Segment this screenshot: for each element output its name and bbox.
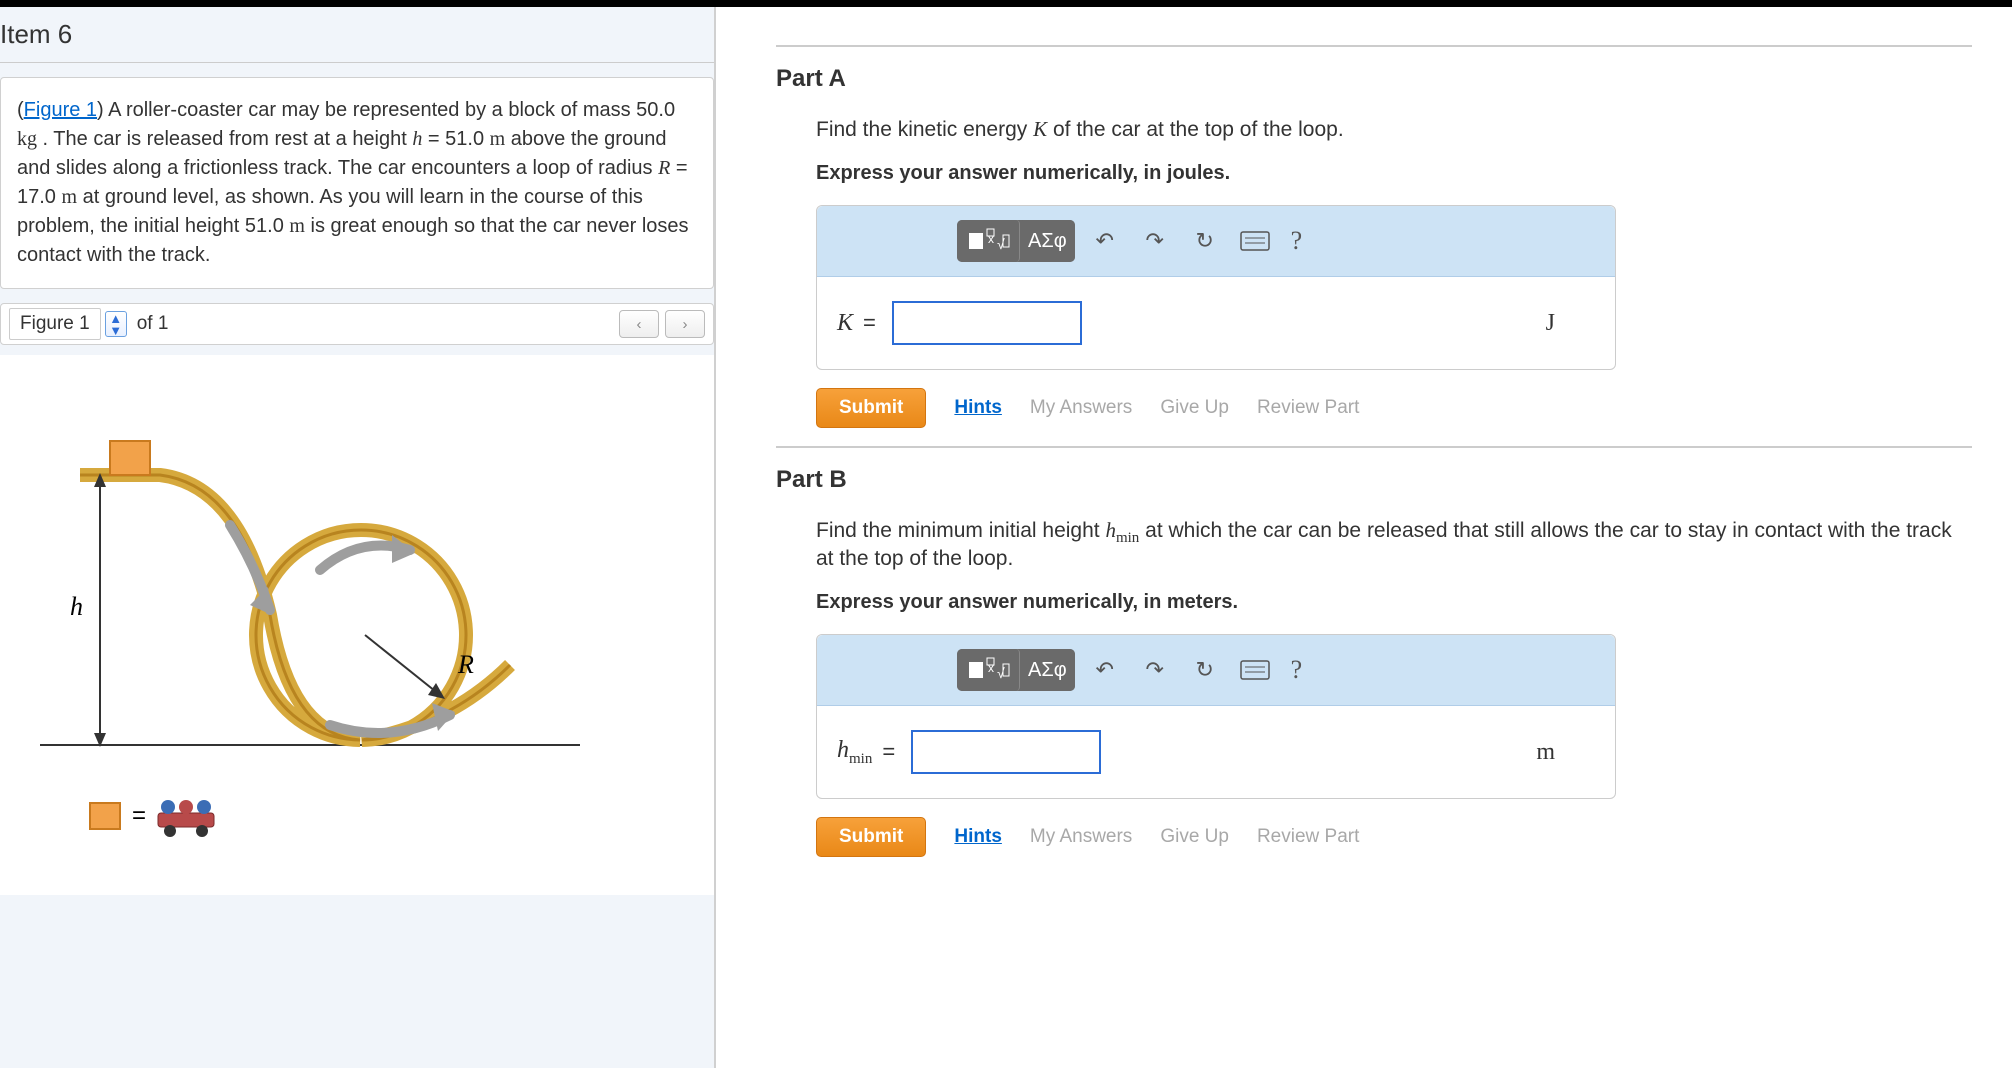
svg-text:√: √ bbox=[997, 236, 1005, 252]
my-answers-link-a[interactable]: My Answers bbox=[1030, 397, 1132, 419]
reset-icon[interactable]: ↻ bbox=[1185, 649, 1225, 691]
equals: = bbox=[863, 310, 876, 336]
svg-text:x: x bbox=[988, 232, 994, 246]
problem-statement: (Figure 1) A roller-coaster car may be r… bbox=[0, 77, 714, 289]
figure-selector-bar: Figure 1 ▲▼ of 1 ‹ › bbox=[0, 303, 714, 345]
figure-diagram: h R = bbox=[0, 355, 714, 895]
answer-input-b[interactable] bbox=[911, 730, 1101, 774]
text: = 51.0 bbox=[422, 128, 489, 150]
help-icon[interactable]: ? bbox=[1291, 649, 1303, 691]
part-a-instruction: Express your answer numerically, in joul… bbox=[816, 162, 1972, 185]
svg-text:=: = bbox=[132, 802, 146, 829]
text: Find the minimum initial height bbox=[816, 519, 1105, 542]
svg-text:x: x bbox=[988, 661, 994, 675]
give-up-link-b[interactable]: Give Up bbox=[1160, 826, 1229, 848]
unit-m: m bbox=[289, 215, 305, 237]
greek-tool-icon[interactable]: ΑΣφ bbox=[1020, 220, 1075, 262]
unit-kg: kg bbox=[17, 128, 37, 150]
divider bbox=[776, 446, 1972, 448]
text: of the car at the top of the loop. bbox=[1047, 118, 1344, 141]
undo-icon[interactable]: ↶ bbox=[1085, 220, 1125, 262]
keyboard-icon[interactable] bbox=[1235, 649, 1275, 691]
figure-count: of 1 bbox=[137, 313, 169, 335]
answer-input-a[interactable] bbox=[892, 301, 1082, 345]
submit-button-a[interactable]: Submit bbox=[816, 388, 926, 428]
var-hmin: hmin bbox=[1105, 518, 1139, 542]
answer-box-b: x√ ΑΣφ ↶ ↷ ↻ ? hmin = m bbox=[816, 634, 1616, 799]
var-R: R bbox=[658, 157, 670, 179]
redo-icon[interactable]: ↷ bbox=[1135, 220, 1175, 262]
submit-button-b[interactable]: Submit bbox=[816, 817, 926, 857]
text: ( bbox=[17, 99, 24, 121]
equals: = bbox=[882, 739, 895, 765]
R-label: R bbox=[457, 650, 474, 679]
part-b-prompt: Find the minimum initial height hmin at … bbox=[816, 518, 1972, 571]
svg-text:√: √ bbox=[997, 665, 1005, 681]
figure-label: Figure 1 bbox=[9, 308, 101, 340]
equation-toolbar-a: x√ ΑΣφ ↶ ↷ ↻ ? bbox=[817, 206, 1615, 277]
h-label: h bbox=[70, 592, 83, 621]
template-tool-icon[interactable]: x√ bbox=[957, 649, 1020, 691]
figure-stepper[interactable]: ▲▼ bbox=[105, 311, 127, 337]
var-label-hmin: hmin bbox=[837, 737, 872, 768]
var-K: K bbox=[1033, 117, 1047, 141]
hints-link-b[interactable]: Hints bbox=[954, 826, 1002, 848]
var-h: h bbox=[412, 128, 422, 150]
answer-box-a: x√ ΑΣφ ↶ ↷ ↻ ? K = J bbox=[816, 205, 1616, 370]
review-part-link-b[interactable]: Review Part bbox=[1257, 826, 1359, 848]
my-answers-link-b[interactable]: My Answers bbox=[1030, 826, 1132, 848]
part-a-prompt: Find the kinetic energy K of the car at … bbox=[816, 117, 1972, 142]
template-tool-icon[interactable]: x√ bbox=[957, 220, 1020, 262]
greek-tool-icon[interactable]: ΑΣφ bbox=[1020, 649, 1075, 691]
text: Find the kinetic energy bbox=[816, 118, 1033, 141]
figure-next-button[interactable]: › bbox=[665, 310, 705, 338]
part-b-title: Part B bbox=[776, 466, 1972, 494]
keyboard-icon[interactable] bbox=[1235, 220, 1275, 262]
review-part-link-a[interactable]: Review Part bbox=[1257, 397, 1359, 419]
var-label-K: K bbox=[837, 310, 853, 337]
part-b-instruction: Express your answer numerically, in mete… bbox=[816, 591, 1972, 614]
item-title: Item 6 bbox=[0, 7, 714, 63]
equation-toolbar-b: x√ ΑΣφ ↶ ↷ ↻ ? bbox=[817, 635, 1615, 706]
hints-link-a[interactable]: Hints bbox=[954, 397, 1002, 419]
part-a-title: Part A bbox=[776, 65, 1972, 93]
give-up-link-a[interactable]: Give Up bbox=[1160, 397, 1229, 419]
figure-prev-button[interactable]: ‹ bbox=[619, 310, 659, 338]
text: ) A roller-coaster car may be represente… bbox=[97, 99, 675, 121]
unit-J: J bbox=[1546, 310, 1555, 337]
text: . The car is released from rest at a hei… bbox=[37, 128, 412, 150]
unit-m: m bbox=[490, 128, 506, 150]
undo-icon[interactable]: ↶ bbox=[1085, 649, 1125, 691]
reset-icon[interactable]: ↻ bbox=[1185, 220, 1225, 262]
figure-link[interactable]: Figure 1 bbox=[24, 99, 97, 121]
divider bbox=[776, 45, 1972, 47]
unit-m: m bbox=[61, 186, 77, 208]
unit-m: m bbox=[1536, 739, 1555, 766]
redo-icon[interactable]: ↷ bbox=[1135, 649, 1175, 691]
help-icon[interactable]: ? bbox=[1291, 220, 1303, 262]
